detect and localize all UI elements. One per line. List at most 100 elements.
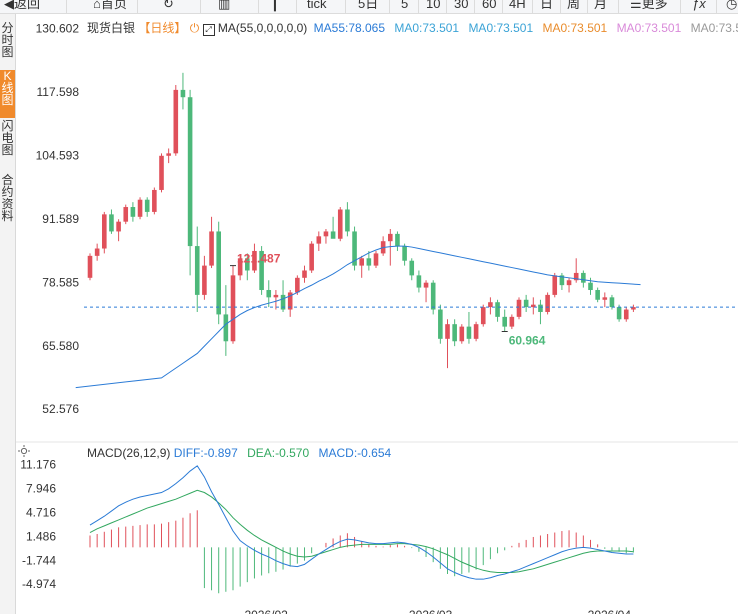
- macd-tick-label: -4.974: [22, 577, 56, 591]
- candle-up: [388, 233, 393, 242]
- macd-tick-label: 4.716: [26, 505, 56, 519]
- ma-value: MA0:73.501: [616, 21, 682, 35]
- period-30min[interactable]: 30: [454, 0, 469, 11]
- candle-up: [123, 207, 129, 222]
- period-label: 【日线】: [138, 21, 187, 35]
- back-arrow-icon: ◀: [4, 0, 14, 11]
- candle-down: [616, 307, 622, 320]
- period-5day[interactable]: 5日: [358, 0, 379, 11]
- candle-up: [152, 189, 157, 212]
- candle-up: [531, 304, 536, 308]
- candle-up: [87, 255, 93, 278]
- candle-up: [94, 248, 100, 256]
- divider: [389, 0, 390, 13]
- divider: [66, 0, 67, 13]
- candle-down: [330, 231, 336, 239]
- period-month[interactable]: 月: [594, 0, 608, 11]
- ma55-line: [75, 245, 641, 389]
- home-button[interactable]: ⌂首页: [93, 0, 127, 12]
- divider: [296, 0, 297, 13]
- divider: [474, 0, 475, 13]
- period-day[interactable]: 日: [540, 0, 554, 11]
- indicator-toggle-icon[interactable]: ⤢: [202, 24, 215, 36]
- candle-up: [423, 282, 429, 288]
- candle-up: [573, 272, 579, 281]
- dea-line: [89, 489, 634, 574]
- period-60min[interactable]: 60: [482, 0, 497, 11]
- candle-down: [266, 290, 272, 298]
- toolbar: ◀返回 ⌂首页 ↻ ▥ ┃ tick 5日 5 10 30 60 4H 日 周 …: [0, 0, 738, 14]
- divider: [200, 0, 201, 13]
- sidebar-item-contract[interactable]: 合约资料: [1, 173, 14, 223]
- divider: [618, 0, 619, 13]
- date-tick-label: 2026/02: [244, 608, 288, 614]
- candle-down: [345, 209, 350, 232]
- period-4h[interactable]: 4H: [509, 0, 526, 11]
- power-icon[interactable]: ⏻: [189, 21, 200, 35]
- period-10min[interactable]: 10: [426, 0, 441, 11]
- candle-up: [166, 153, 171, 156]
- price-tick-label: 52.576: [42, 402, 79, 416]
- sidebar-item-timeshare[interactable]: 分时图: [1, 21, 14, 59]
- macd-name: MACD(26,12,9): [87, 446, 171, 460]
- instrument-name: 现货白银: [87, 21, 136, 35]
- candle-down: [280, 294, 286, 310]
- candle-up: [488, 302, 493, 308]
- period-week[interactable]: 周: [567, 0, 581, 11]
- sidebar-item-flash[interactable]: 闪电图: [1, 119, 14, 157]
- candle-down: [223, 314, 229, 342]
- candle-up: [116, 221, 121, 232]
- diff-value: DIFF:-0.897: [173, 446, 238, 460]
- candle-down: [216, 231, 221, 315]
- menu-icon: ☰: [630, 0, 642, 11]
- candle-up: [237, 258, 243, 276]
- candle-up: [552, 275, 558, 295]
- candle-up: [323, 231, 329, 237]
- candle-up: [295, 277, 300, 293]
- diff-line: [89, 465, 634, 580]
- candle-down: [109, 214, 114, 232]
- candle-down: [595, 290, 600, 300]
- candle-down: [352, 231, 357, 266]
- dea-value: DEA:-0.570: [247, 446, 310, 460]
- period-tick[interactable]: tick: [307, 0, 327, 11]
- candle-style-icon[interactable]: ┃: [271, 0, 279, 11]
- ma-value: MA0:73.501: [690, 21, 738, 35]
- candle-up: [602, 297, 608, 300]
- sidebar-item-kline[interactable]: K线图: [0, 70, 15, 118]
- candle-up: [566, 280, 572, 286]
- macd-lines: [89, 465, 634, 580]
- candle-down: [430, 282, 436, 310]
- candle-up: [173, 89, 179, 154]
- candle-up: [137, 199, 143, 217]
- date-tick-label: 2026/03: [409, 608, 453, 614]
- candle-up: [623, 309, 629, 320]
- candle-down: [523, 299, 529, 308]
- ma55-polyline: [75, 245, 641, 389]
- candle-up: [631, 307, 636, 310]
- period-5min[interactable]: 5: [401, 0, 409, 11]
- formula-icon[interactable]: ƒx: [692, 0, 706, 11]
- candle-up: [202, 265, 207, 295]
- indicator-chart-icon[interactable]: ▥: [218, 0, 231, 11]
- candle-up: [309, 243, 314, 271]
- candle-up: [159, 155, 164, 190]
- date-axis: 2026/02 2026/03 2026/04: [244, 608, 631, 614]
- back-button[interactable]: ◀返回: [4, 0, 40, 12]
- price-tick-label: 117.598: [37, 85, 80, 99]
- candle-down: [130, 207, 136, 217]
- max-price-label: 121.487: [237, 252, 281, 266]
- more-button[interactable]: ☰更多: [630, 0, 668, 12]
- ma-params: MA(55,0,0,0,0,0): [217, 21, 308, 35]
- divider: [587, 0, 588, 13]
- home-label: 首页: [100, 0, 127, 11]
- divider: [137, 0, 138, 13]
- chart-area[interactable]: 130.602 117.598 104.593 91.589 78.585 65.580 5…: [16, 14, 738, 614]
- settings-sun-icon[interactable]: [18, 445, 30, 457]
- clock-icon[interactable]: ◷: [726, 0, 738, 11]
- candle-up: [480, 307, 486, 325]
- macd-histogram: [89, 510, 634, 594]
- candle-down: [144, 199, 150, 212]
- price-tick-label: 104.593: [36, 148, 80, 162]
- refresh-icon[interactable]: ↻: [163, 0, 174, 11]
